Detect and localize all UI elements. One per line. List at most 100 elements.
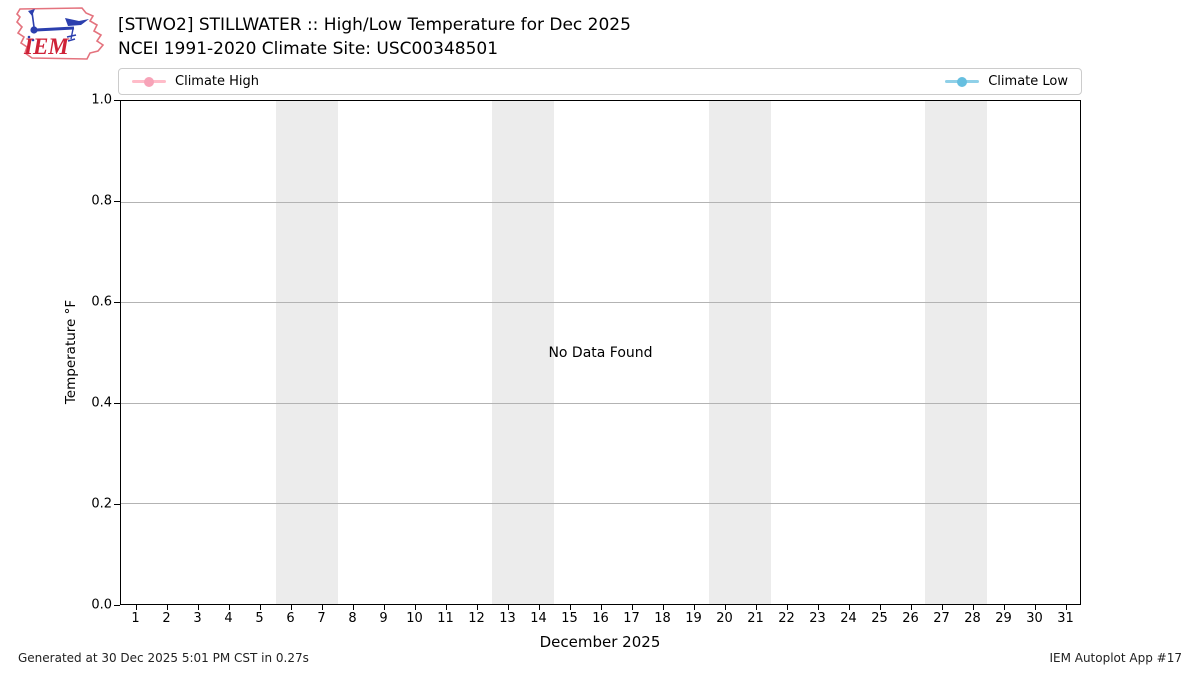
x-tick-mark xyxy=(197,605,199,610)
iem-logo: IEM xyxy=(15,7,105,60)
x-axis-label: December 2025 xyxy=(539,633,661,651)
weekend-band xyxy=(275,101,338,604)
x-tick-label: 31 xyxy=(1057,611,1074,626)
x-tick-mark xyxy=(259,605,261,610)
y-tick-label: 1.0 xyxy=(91,92,112,108)
x-tick-label: 1 xyxy=(131,611,140,626)
weekend-band xyxy=(492,101,555,604)
y-tick-label: 0.8 xyxy=(91,193,112,209)
x-tick-mark xyxy=(848,605,850,610)
y-tick-label: 0.4 xyxy=(91,395,112,411)
x-tick-label: 6 xyxy=(286,611,295,626)
no-data-message: No Data Found xyxy=(548,344,653,361)
x-tick-label: 10 xyxy=(406,611,423,626)
x-tick-label: 26 xyxy=(902,611,919,626)
x-tick-label: 11 xyxy=(437,611,454,626)
legend-entry-climate-low: Climate Low xyxy=(945,74,1068,89)
x-tick-label: 23 xyxy=(809,611,826,626)
x-tick-mark xyxy=(321,605,323,610)
weathervane-icon xyxy=(27,9,89,42)
x-tick-label: 17 xyxy=(623,611,640,626)
legend-label-climate-high: Climate High xyxy=(175,74,260,89)
x-tick-label: 13 xyxy=(499,611,516,626)
y-tick-mark xyxy=(114,403,120,404)
x-tick-mark xyxy=(879,605,881,610)
y-axis-label: Temperature °F xyxy=(63,299,79,405)
y-tick-mark xyxy=(114,504,120,505)
climate-low-marker-icon xyxy=(957,76,968,87)
x-tick-mark xyxy=(693,605,695,610)
x-tick-label: 15 xyxy=(561,611,578,626)
weekend-band xyxy=(925,101,988,604)
x-tick-mark xyxy=(135,605,137,610)
x-tick-mark xyxy=(972,605,974,610)
x-tick-label: 19 xyxy=(685,611,702,626)
x-tick-mark xyxy=(600,605,602,610)
x-tick-mark xyxy=(786,605,788,610)
app-credit: IEM Autoplot App #17 xyxy=(1049,651,1182,665)
gridline xyxy=(121,302,1080,304)
gridline xyxy=(121,201,1080,203)
y-tick-mark xyxy=(114,100,120,101)
chart-title-block: [STWO2] STILLWATER :: High/Low Temperatu… xyxy=(118,13,631,61)
x-tick-mark xyxy=(383,605,385,610)
x-tick-mark xyxy=(941,605,943,610)
plot-area: No Data Found xyxy=(120,100,1081,605)
x-tick-mark xyxy=(290,605,292,610)
x-tick-mark xyxy=(569,605,571,610)
x-tick-mark xyxy=(414,605,416,610)
iem-logo-text: IEM xyxy=(23,34,70,59)
chart-subtitle: NCEI 1991-2020 Climate Site: USC00348501 xyxy=(118,39,499,59)
x-tick-label: 16 xyxy=(592,611,609,626)
x-tick-label: 22 xyxy=(778,611,795,626)
x-tick-label: 28 xyxy=(964,611,981,626)
x-tick-label: 5 xyxy=(255,611,264,626)
x-tick-mark xyxy=(662,605,664,610)
x-tick-mark xyxy=(724,605,726,610)
x-tick-mark xyxy=(631,605,633,610)
x-tick-label: 7 xyxy=(317,611,326,626)
legend-label-climate-low: Climate Low xyxy=(988,74,1068,89)
chart-title: [STWO2] STILLWATER :: High/Low Temperatu… xyxy=(118,15,631,35)
x-tick-label: 30 xyxy=(1026,611,1043,626)
x-tick-label: 29 xyxy=(995,611,1012,626)
x-tick-label: 25 xyxy=(871,611,888,626)
x-tick-mark xyxy=(910,605,912,610)
x-tick-label: 12 xyxy=(468,611,485,626)
gridline xyxy=(121,503,1080,505)
y-tick-label: 0.2 xyxy=(91,496,112,512)
x-tick-label: 24 xyxy=(840,611,857,626)
weekend-band xyxy=(708,101,771,604)
x-tick-mark xyxy=(166,605,168,610)
x-tick-mark xyxy=(445,605,447,610)
x-tick-mark xyxy=(817,605,819,610)
gridline xyxy=(121,402,1080,404)
climate-high-marker-icon xyxy=(144,76,154,87)
generated-timestamp: Generated at 30 Dec 2025 5:01 PM CST in … xyxy=(18,651,309,665)
x-tick-label: 8 xyxy=(348,611,357,626)
y-tick-mark xyxy=(114,201,120,202)
x-tick-mark xyxy=(476,605,478,610)
x-tick-mark xyxy=(755,605,757,610)
x-tick-label: 18 xyxy=(654,611,671,626)
x-tick-mark xyxy=(1034,605,1036,610)
x-tick-label: 27 xyxy=(933,611,950,626)
x-tick-label: 3 xyxy=(193,611,202,626)
y-tick-label: 0.6 xyxy=(91,294,112,310)
legend-entry-climate-high: Climate High xyxy=(132,74,259,89)
y-tick-mark xyxy=(114,605,120,606)
x-tick-label: 21 xyxy=(747,611,764,626)
x-tick-label: 14 xyxy=(530,611,547,626)
x-tick-mark xyxy=(538,605,540,610)
x-tick-mark xyxy=(507,605,509,610)
y-tick-mark xyxy=(114,302,120,303)
climate-high-line-icon xyxy=(132,76,166,87)
x-tick-label: 4 xyxy=(224,611,233,626)
x-tick-mark xyxy=(1065,605,1067,610)
x-tick-mark xyxy=(1003,605,1005,610)
x-tick-label: 9 xyxy=(379,611,388,626)
climate-low-line-icon xyxy=(945,76,980,87)
y-tick-label: 0.0 xyxy=(91,597,112,613)
x-tick-mark xyxy=(352,605,354,610)
